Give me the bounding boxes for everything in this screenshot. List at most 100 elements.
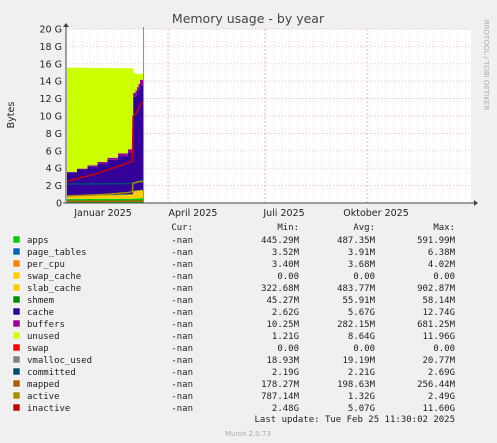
legend-value-min: 3.40M [272,260,300,270]
axes: 0 2 G 4 G 6 G 8 G 10 G 12 G 14 G 16 G 18 G 20 G Jan… [40,23,478,219]
legend-value-min: 10.25M [266,320,299,330]
legend-label: mapped [27,380,60,390]
legend-value-min: 322.68M [261,284,300,294]
legend-value-cur: -nan [171,356,193,366]
legend-value-avg: 8.64G [348,332,375,342]
rrdtool-credit: RRDTOOL / TOBI OETIKER [482,20,490,110]
legend-label: page_tables [27,248,87,258]
legend-header: Max: [433,223,455,233]
y-tick-label: 12 G [40,94,62,105]
legend-value-avg: 3.91M [348,248,376,258]
legend-value-avg: 0.00 [353,272,375,282]
legend-value-cur: -nan [171,248,193,258]
legend-value-min: 1.21G [272,332,299,342]
legend-value-avg: 55.91M [342,296,375,306]
legend-value-min: 445.29M [261,236,300,246]
legend-swatch [12,247,21,256]
y-tick-label: 16 G [40,59,62,70]
y-axis-label: Bytes [6,102,17,129]
legend-value-avg: 2.21G [348,368,375,378]
legend-value-avg: 5.67G [348,308,375,318]
munin-version: Munin 2.0.73 [225,430,271,438]
legend-swatch [12,355,21,364]
legend-swatch [12,343,21,352]
legend-value-avg: 198.63M [337,380,376,390]
legend-value-min: 2.62G [272,308,299,318]
area-cache [67,78,143,196]
line-active [66,180,144,197]
legend-label: vmalloc_used [27,356,92,366]
legend-value-cur: -nan [171,260,193,270]
y-tick-label: 18 G [40,42,62,53]
legend-value-avg: 1.32G [348,392,375,402]
x-axis-arrow [474,200,478,206]
legend-swatch [12,271,21,280]
legend-value-max: 256.44M [417,380,456,390]
legend-value-max: 0.00 [433,272,455,282]
legend-value-cur: -nan [171,344,193,354]
legend-label: unused [27,332,60,342]
legend-value-max: 11.60G [422,404,455,414]
legend-swatch [12,235,21,244]
legend-header: Cur: [171,223,193,233]
legend-value-min: 787.14M [261,392,300,402]
legend-value-cur: -nan [171,368,193,378]
y-tick-label: 0 [56,199,62,210]
legend-value-cur: -nan [171,380,193,390]
legend-value-max: 591.99M [417,236,456,246]
legend-swatch [12,331,21,340]
legend-swatch [12,367,21,376]
legend-value-max: 681.25M [417,320,456,330]
legend-swatch [12,283,21,292]
legend-label: active [27,392,60,402]
legend-value-max: 12.74G [422,308,455,318]
legend-swatch [12,391,21,400]
legend-label: swap [27,344,49,354]
legend-value-avg: 19.19M [342,356,375,366]
plot-area [66,27,144,203]
legend-value-max: 20.77M [422,356,455,366]
legend-value-cur: -nan [171,296,193,306]
legend-value-avg: 0.00 [353,344,375,354]
legend-value-avg: 282.15M [337,320,376,330]
legend-value-min: 3.52M [272,248,300,258]
x-tick-label: Januar 2025 [73,208,132,219]
legend-header: Min: [277,223,299,233]
chart-title: Memory usage - by year [172,11,325,26]
legend-label: committed [27,368,76,378]
legend-value-cur: -nan [171,320,193,330]
legend-value-cur: -nan [171,308,193,318]
x-tick-label: Oktober 2025 [343,208,409,219]
y-tick-label: 8 G [46,129,62,140]
legend-value-min: 0.00 [277,344,299,354]
last-update: Last update: Tue Feb 25 11:30:02 2025 [255,415,455,425]
x-tick-label: April 2025 [169,208,218,219]
line-mapped [66,199,144,203]
legend-value-max: 11.96G [422,332,455,342]
legend-value-cur: -nan [171,272,193,282]
legend-value-min: 178.27M [261,380,300,390]
legend-swatch [12,403,21,412]
legend-value-max: 0.00 [433,344,455,354]
legend: Cur: Min: Avg: Max: apps -nan 445.29M 487.35M 59… [12,223,456,414]
legend-value-min: 18.93M [266,356,299,366]
legend-value-max: 2.49G [428,392,455,402]
legend-value-cur: -nan [171,392,193,402]
legend-value-min: 0.00 [277,272,299,282]
legend-value-max: 2.69G [428,368,455,378]
y-tick-label: 4 G [46,164,62,175]
legend-value-max: 902.87M [417,284,456,294]
area-slab-cache [67,189,143,200]
area-unused [67,67,143,173]
legend-value-min: 2.48G [272,404,299,414]
legend-swatch [12,295,21,304]
y-tick-label: 2 G [46,181,62,192]
legend-value-cur: -nan [171,332,193,342]
line-inactive [66,101,144,183]
legend-value-max: 6.38M [428,248,456,258]
x-tick-label: Juli 2025 [262,208,304,219]
y-tick-label: 6 G [46,146,62,157]
legend-label: apps [27,236,49,246]
legend-value-max: 58.14M [422,296,455,306]
